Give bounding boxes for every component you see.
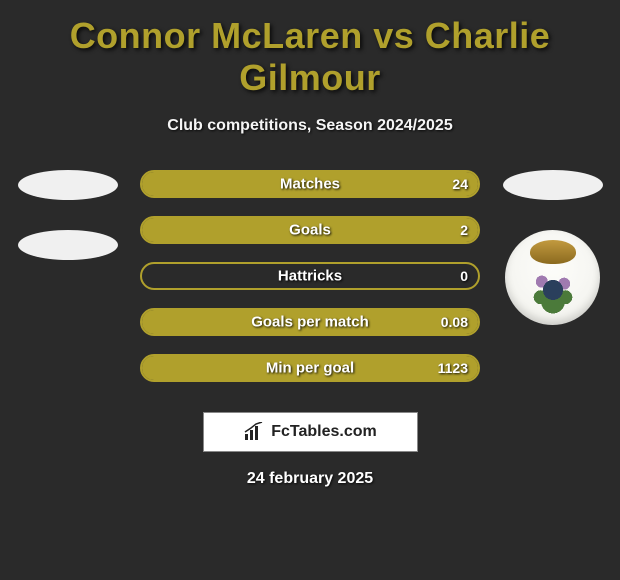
left-badge-2 <box>18 230 118 260</box>
page-title: Connor McLaren vs Charlie Gilmour <box>0 15 620 99</box>
brand-chart-icon <box>243 422 265 442</box>
right-club-crest <box>505 230 600 325</box>
stat-row: Matches 24 <box>140 170 480 198</box>
right-side <box>495 170 610 325</box>
stat-label: Min per goal <box>266 360 354 377</box>
stat-value-right: 1123 <box>438 360 468 376</box>
left-side <box>10 170 125 260</box>
stat-row: Goals per match 0.08 <box>140 308 480 336</box>
brand-text: FcTables.com <box>271 423 377 441</box>
brand-box[interactable]: FcTables.com <box>203 412 418 452</box>
stat-label: Goals per match <box>251 314 369 331</box>
stat-row: Goals 2 <box>140 216 480 244</box>
stat-value-right: 2 <box>460 222 468 238</box>
left-badge-1 <box>18 170 118 200</box>
stat-bars: Matches 24 Goals 2 Hattricks 0 Goals per match… <box>140 170 480 382</box>
right-badge-1 <box>503 170 603 200</box>
stat-label: Matches <box>280 176 340 193</box>
stat-value-right: 24 <box>452 176 468 192</box>
stat-label: Goals <box>289 222 331 239</box>
stat-row: Min per goal 1123 <box>140 354 480 382</box>
subtitle: Club competitions, Season 2024/2025 <box>0 117 620 135</box>
stat-value-right: 0.08 <box>441 314 468 330</box>
main-container: Connor McLaren vs Charlie Gilmour Club c… <box>0 0 620 498</box>
stat-row: Hattricks 0 <box>140 262 480 290</box>
comparison-row: Matches 24 Goals 2 Hattricks 0 Goals per match… <box>0 170 620 382</box>
stat-label: Hattricks <box>278 268 342 285</box>
date-line: 24 february 2025 <box>0 470 620 488</box>
stat-value-right: 0 <box>460 268 468 284</box>
